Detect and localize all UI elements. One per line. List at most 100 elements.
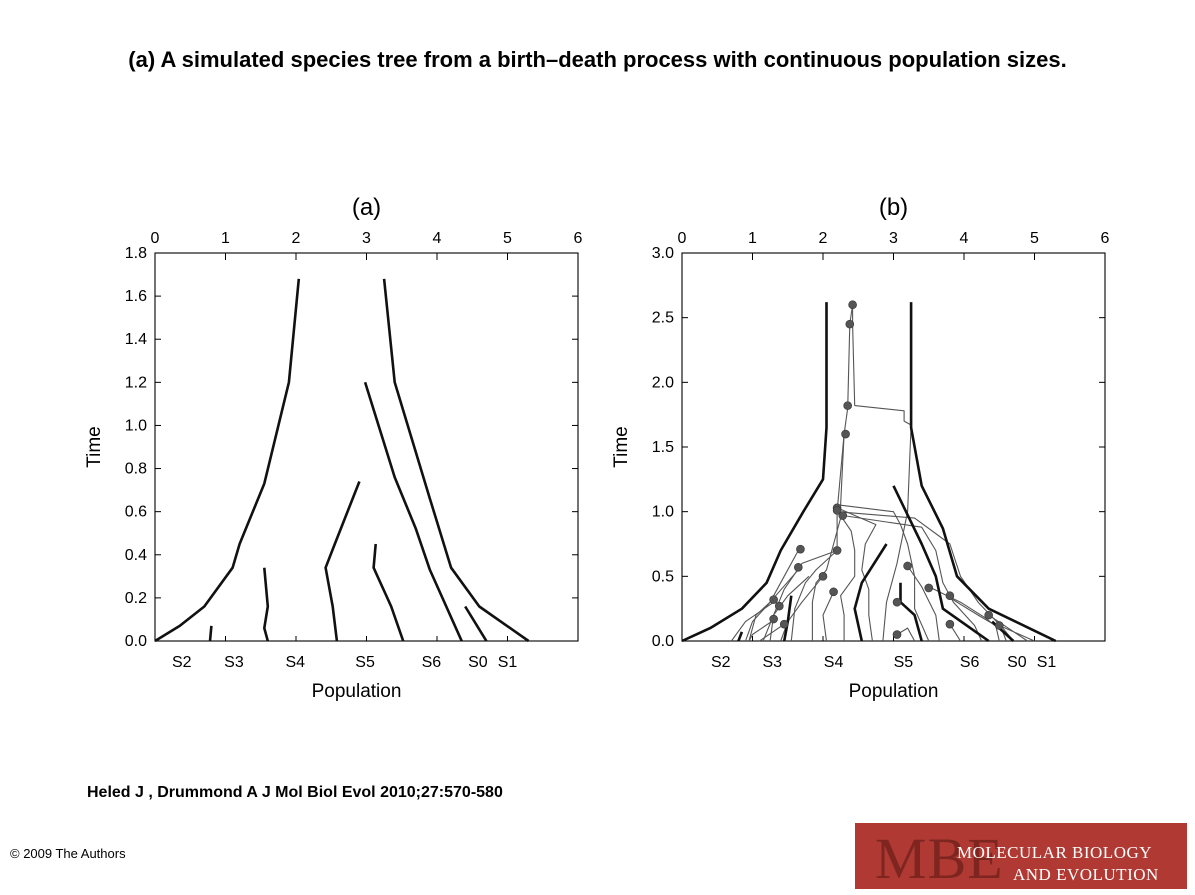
tree-branch: [681, 302, 828, 643]
coalescent-point: [984, 610, 993, 620]
y-tick-label: 1.8: [125, 245, 147, 262]
gene-lineage: [790, 304, 854, 642]
y-tick-label: 0.0: [652, 633, 674, 650]
gene-lineage: [748, 566, 801, 642]
chart-panel-1: (a) 0 1 2 3 4 5 6 0.0 0.2 0.4 0.6 0.8 1.0 1.2 1.4 1.6 1.8…: [84, 194, 583, 702]
coalescent-point: [945, 619, 955, 629]
y-tick-label: 2.0: [652, 374, 674, 391]
species-label: S5: [355, 654, 375, 671]
species-label: S2: [172, 654, 192, 671]
y-tick-label: 1.0: [652, 504, 674, 521]
tree-branch: [782, 595, 793, 642]
tree-branch: [363, 381, 463, 642]
gene-lineage: [730, 601, 774, 642]
species-label: S1: [498, 654, 518, 671]
y-tick-label: 0.6: [125, 504, 147, 521]
x-tick-label: 5: [503, 230, 512, 247]
gene-lineage: [907, 565, 940, 642]
coalescent-point: [845, 319, 855, 329]
copyright: © 2009 The Authors: [10, 846, 126, 861]
gene-lineage: [946, 595, 1000, 642]
tree-branch: [154, 278, 301, 643]
panel-label: (b): [879, 194, 908, 221]
species-label: S0: [468, 654, 488, 671]
coalescent-point: [794, 562, 803, 572]
gene-lineage: [780, 575, 824, 642]
plot-frame: [681, 252, 1106, 642]
coalescent-point: [924, 583, 934, 593]
coalescent-point: [779, 619, 789, 629]
y-tick-label: 1.0: [125, 417, 147, 434]
y-tick-label: 0.4: [125, 547, 147, 564]
gene-lineage: [837, 511, 1014, 642]
y-tick-label: 3.0: [652, 245, 674, 262]
y-axis-label: Time: [84, 426, 105, 468]
gene-lineage: [988, 614, 1028, 642]
x-tick-label: 4: [433, 230, 442, 247]
x-tick-label: 2: [292, 230, 301, 247]
x-tick-label: 0: [678, 230, 687, 247]
tree-branch: [853, 543, 888, 642]
coalescent-point: [832, 506, 842, 515]
coalescent-point: [769, 614, 778, 624]
tree-branch: [464, 605, 488, 642]
y-tick-label: 1.2: [125, 374, 147, 391]
tree-branch: [324, 481, 361, 642]
y-tick-label: 1.5: [652, 439, 674, 456]
species-label: S6: [960, 654, 980, 671]
gene-lineage: [759, 623, 785, 642]
x-tick-label: 2: [819, 230, 828, 247]
plot-frame: [154, 252, 579, 642]
tree-branch: [737, 631, 744, 642]
species-label: S1: [1037, 654, 1057, 671]
coalescent-point: [903, 561, 912, 571]
tree-branch: [263, 567, 270, 642]
species-label: S3: [224, 654, 244, 671]
x-tick-label: 1: [221, 230, 230, 247]
slide-title: (a) A simulated species tree from a birt…: [128, 47, 1067, 72]
logo-letters: MBE: [875, 826, 1004, 889]
coalescent-point: [796, 544, 805, 554]
gene-lineage: [811, 517, 842, 641]
gene-lineage: [748, 617, 778, 642]
coalescent-point: [838, 511, 848, 520]
gene-lineage: [769, 549, 838, 642]
coalescent-point: [769, 595, 778, 604]
coalescent-point: [892, 597, 902, 607]
panel-label: (a): [352, 194, 381, 221]
species-label: S6: [422, 654, 442, 671]
y-tick-label: 1.4: [125, 331, 147, 348]
coalescent-point: [829, 587, 838, 597]
gene-lineage: [836, 507, 877, 642]
species-label: S0: [1007, 654, 1027, 671]
x-tick-label: 5: [1030, 230, 1039, 247]
logo-line-2: AND EVOLUTION: [1013, 865, 1159, 884]
tree-branch: [382, 278, 530, 643]
chart-panel-2: (b) 0 1 2 3 4 5 6 0.0 0.5 1.0 1.5 2.0 2.5 3.0 Time Popul…: [611, 194, 1110, 702]
gene-lineage: [840, 434, 930, 642]
coalescent-point: [841, 429, 850, 439]
coalescent-point: [945, 591, 955, 601]
coalescent-point: [994, 621, 1004, 630]
x-tick-label: 6: [1101, 230, 1110, 247]
y-tick-label: 2.5: [652, 310, 674, 327]
y-tick-label: 1.6: [125, 288, 147, 305]
coalescent-point: [774, 601, 784, 611]
y-tick-label: 0.5: [652, 568, 674, 585]
x-tick-label: 3: [362, 230, 371, 247]
coalescent-point: [843, 401, 852, 410]
coalescent-point: [848, 300, 857, 310]
gene-lineage: [822, 591, 835, 642]
y-tick-label: 0.8: [125, 461, 147, 478]
tree-branch: [208, 625, 213, 642]
x-axis-label: Population: [312, 681, 402, 702]
citation: Heled J , Drummond A J Mol Biol Evol 201…: [87, 784, 503, 801]
gene-lineage: [852, 304, 912, 642]
species-label: S3: [762, 654, 782, 671]
journal-logo: MBE MOLECULAR BIOLOGY AND EVOLUTION: [855, 823, 1187, 889]
x-tick-label: 1: [748, 230, 757, 247]
tree-branch: [372, 543, 405, 642]
x-tick-label: 0: [151, 230, 160, 247]
gene-lineage: [842, 514, 983, 642]
